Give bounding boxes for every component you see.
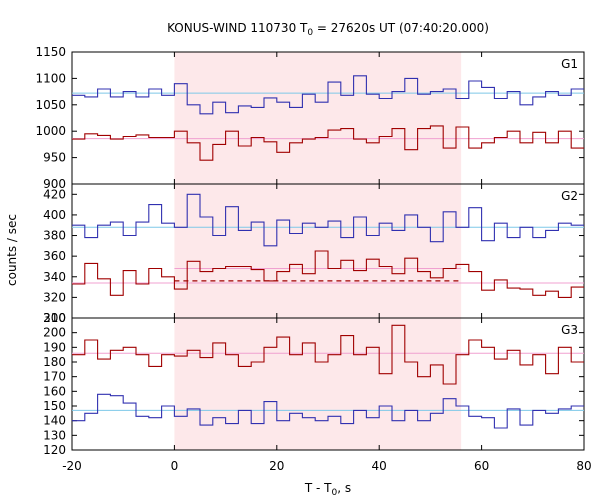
highlight-band-g1 xyxy=(174,52,462,184)
x-tick-label: -20 xyxy=(62,459,82,473)
y-tick-label-g2: 300 xyxy=(43,311,66,325)
panel-name-g2: G2 xyxy=(561,189,578,203)
y-tick-label-g1: 1150 xyxy=(35,45,66,59)
y-axis-label: counts / sec xyxy=(5,214,19,286)
y-tick-label-g2: 320 xyxy=(43,290,66,304)
y-tick-label-g3: 140 xyxy=(43,414,66,428)
y-tick-label-g2: 400 xyxy=(43,208,66,222)
histogram-blue-g1 xyxy=(72,75,584,115)
y-tick-label-g1: 950 xyxy=(43,151,66,165)
x-tick-label: 80 xyxy=(576,459,591,473)
x-tick-label: 60 xyxy=(474,459,489,473)
histogram-blue-g3 xyxy=(72,393,584,429)
x-axis-label-suffix: , s xyxy=(337,481,351,495)
y-tick-label-g1: 900 xyxy=(43,177,66,191)
y-tick-label-g2: 420 xyxy=(43,187,66,201)
histogram-red-g1 xyxy=(72,125,584,161)
histogram-red-g3 xyxy=(72,324,584,385)
y-tick-label-g2: 380 xyxy=(43,229,66,243)
y-tick-label-g3: 160 xyxy=(43,384,66,398)
x-axis-label-prefix: T - T xyxy=(304,481,332,495)
y-tick-label-g1: 1050 xyxy=(35,98,66,112)
x-axis-label-subscript: 0 xyxy=(332,488,338,498)
y-tick-label-g3: 210 xyxy=(43,311,66,325)
y-tick-label-g3: 180 xyxy=(43,355,66,369)
tick-label-layer: 900 950 1000 1050 1100 1150 G1 300 320 340 360 380 4… xyxy=(35,45,591,473)
y-tick-label-g3: 120 xyxy=(43,443,66,457)
series-layer xyxy=(72,75,584,429)
y-tick-label-g3: 190 xyxy=(43,340,66,354)
y-tick-label-g1: 1100 xyxy=(35,71,66,85)
y-tick-label-g2: 340 xyxy=(43,270,66,284)
y-tick-label-g1: 1000 xyxy=(35,124,66,138)
histogram-red-g2 xyxy=(72,250,584,298)
y-tick-label-g2: 360 xyxy=(43,249,66,263)
y-tick-label-g3: 130 xyxy=(43,428,66,442)
x-tick-label: 40 xyxy=(372,459,387,473)
y-tick-label-g3: 200 xyxy=(43,326,66,340)
chart-title: KONUS-WIND 110730 T0 = 27620s UT (07:40:… xyxy=(167,21,489,38)
histogram-blue-g2 xyxy=(72,193,584,247)
x-tick-label: 0 xyxy=(171,459,179,473)
chart-title-subscript: 0 xyxy=(307,28,313,38)
chart-title-prefix: KONUS-WIND 110730 T xyxy=(167,21,308,35)
axes-layer xyxy=(71,51,585,451)
panel-frame-g3 xyxy=(71,317,585,451)
y-tick-label-g3: 170 xyxy=(43,370,66,384)
chart-title-suffix: = 27620s UT (07:40:20.000) xyxy=(313,21,489,35)
x-axis-label: T - T0, s xyxy=(304,481,351,498)
highlight-band-g3 xyxy=(174,318,462,450)
y-tick-label-g3: 150 xyxy=(43,399,66,413)
panel-name-g1: G1 xyxy=(561,57,578,71)
panel-name-g3: G3 xyxy=(561,323,578,337)
x-tick-label: 20 xyxy=(269,459,284,473)
